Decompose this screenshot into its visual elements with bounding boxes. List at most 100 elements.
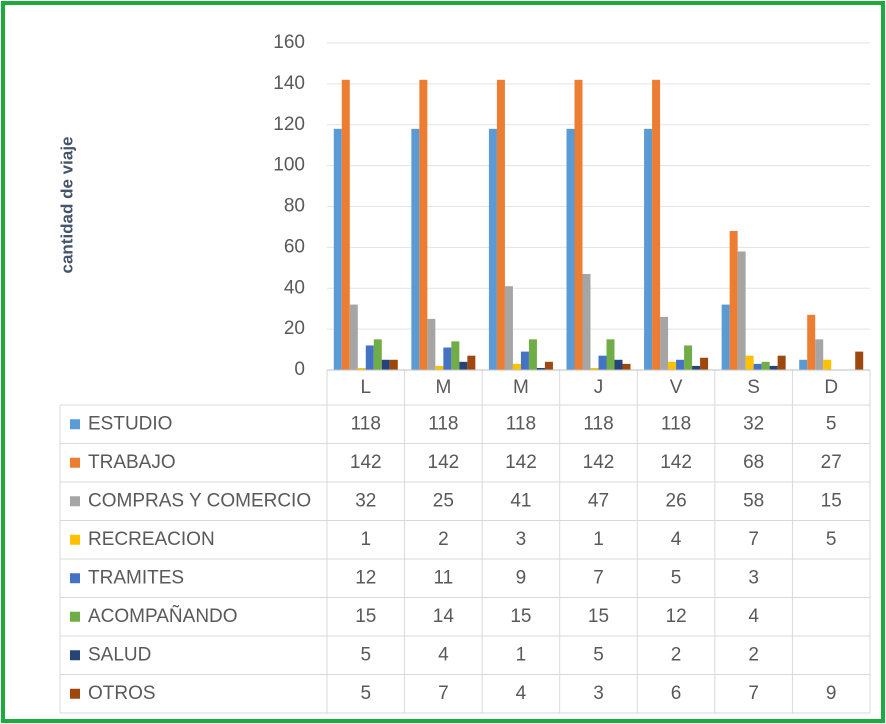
bar [769,365,778,370]
bar [381,359,390,370]
table-cell: 142 [350,452,382,473]
x-tick-label: M [435,377,451,398]
y-tick-label: 140 [273,73,305,94]
table-cell: 142 [505,452,537,473]
table-cell: 3 [593,683,604,704]
table-cell: 5 [360,683,371,704]
bar [745,355,754,370]
legend-label: COMPRAS Y COMERCIO [88,490,311,511]
bar [652,79,661,370]
table-cell: 1 [360,529,371,550]
table-cell: 118 [428,413,458,434]
bar [488,128,497,370]
table-cell: 7 [748,683,759,704]
bar [467,355,476,370]
bar [644,128,653,370]
legend-label: TRAMITES [88,567,184,588]
y-tick-label: 160 [273,32,305,53]
bar [668,361,677,370]
table-cell: 12 [355,567,376,588]
legend-swatch [70,611,80,622]
x-tick-label: S [747,377,760,398]
bar [729,231,738,370]
x-tick-label: V [670,377,683,398]
bar [349,304,358,370]
y-tick-label: 0 [294,359,305,380]
bar [614,359,623,370]
table-cell: 1 [516,644,527,665]
bar [451,341,460,370]
legend-label: OTROS [88,683,156,704]
bar [435,365,444,370]
bar [504,286,513,370]
table-cell: 142 [583,452,615,473]
table-cell: 4 [671,529,682,550]
table-cell: 14 [433,606,455,627]
table-cell: 47 [588,490,609,511]
bar [357,367,366,370]
table-cell: 12 [666,606,687,627]
legend-swatch [70,650,80,661]
table-cell: 4 [516,683,527,704]
bar [684,345,693,370]
legend-swatch [70,534,80,545]
bar [574,79,583,370]
bar [815,339,824,370]
table-cell: 5 [360,644,371,665]
table-cell: 11 [433,567,453,588]
bar [606,339,615,370]
legend-label: TRABAJO [88,452,176,473]
bar [855,351,864,370]
bar [496,79,505,370]
x-tick-label: D [824,377,838,398]
table-cell: 15 [588,606,609,627]
table-cell: 4 [748,606,759,627]
table-cell: 5 [826,529,837,550]
table-cell: 58 [743,490,764,511]
bar [590,367,599,370]
table-cell: 7 [748,529,759,550]
bar [411,128,420,370]
legend-swatch [70,688,80,699]
table-cell: 68 [743,452,764,473]
table-cell: 41 [510,490,531,511]
legend-label: ACOMPAÑANDO [88,605,238,627]
y-tick-label: 20 [284,318,305,339]
x-tick-label: L [360,377,371,398]
table-cell: 3 [516,529,527,550]
y-tick-label: 60 [284,236,305,257]
table-cell: 7 [438,683,449,704]
bar [692,365,701,370]
bar [737,251,746,370]
bar [823,359,832,370]
x-tick-label: J [594,377,604,398]
bar [520,351,529,370]
bar [427,318,436,370]
table-cell: 15 [355,606,376,627]
table-cell: 9 [826,683,837,704]
table-cell: 25 [433,490,454,511]
bar [373,339,382,370]
table-cell: 9 [516,567,527,588]
table-cell: 142 [660,452,692,473]
bar [761,361,770,370]
table-cell: 4 [438,644,449,665]
table-cell: 142 [428,452,460,473]
y-tick-label: 120 [273,114,305,135]
table-cell: 6 [671,683,682,704]
x-tick-label: M [513,377,529,398]
table-cell: 118 [583,413,613,434]
table-cell: 5 [826,413,837,434]
bar [622,363,631,370]
bar [333,128,342,370]
legend-swatch [70,496,80,507]
table-cell: 26 [666,490,687,511]
table-cell: 118 [506,413,536,434]
bar [582,273,591,370]
bar [528,339,537,370]
bar [807,314,816,370]
bar [799,359,808,370]
bar [777,355,786,370]
bar [536,367,545,370]
